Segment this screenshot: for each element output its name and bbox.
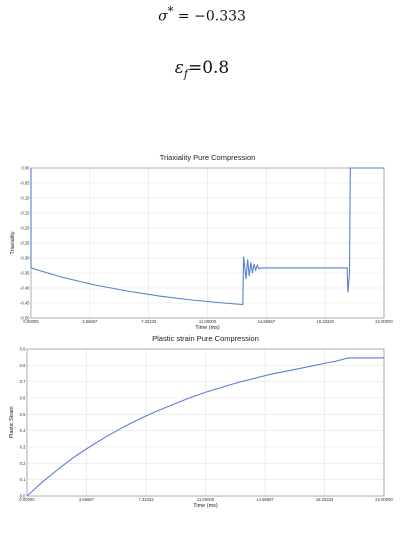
y-tick-label: -0.35 [20,271,30,276]
epsilon-subscript: f [183,67,188,81]
y-tick-label: 0.00 [21,166,30,171]
x-tick-label: 18.33333 [316,319,334,324]
sigma-symbol: σ [158,8,168,25]
x-tick-label: 14.66667 [256,497,274,502]
y-tick-label: -0.20 [20,226,30,231]
y-tick-label: -0.25 [20,241,30,246]
x-axis-label: Time (ms) [193,503,218,509]
x-tick-label: 11.00000 [197,497,215,502]
y-tick-label: 0.9 [20,347,26,352]
y-tick-label: 0.0 [20,494,26,499]
chart-title: Triaxiality Pure Compression [160,153,256,162]
y-tick-label: 0.2 [20,461,26,466]
y-tick-label: 0.5 [20,412,26,417]
triaxiality-chart: Triaxiality Pure Compression 0.00000 3.666… [10,153,393,331]
x-tick-label: 7.33333 [138,497,154,502]
x-tick-label: 22.00000 [375,319,393,324]
x-tick-label: 14.66667 [258,319,276,324]
y-axis-label: Triaxiality [10,231,16,254]
y-tick-label: -0.40 [20,286,30,291]
x-tick-label: 11.00000 [199,319,217,324]
y-tick-label: 0.4 [20,428,26,433]
y-tick-label: 0.7 [20,379,26,384]
epsilon-symbol: ε [174,58,184,78]
x-tick-label: 3.66667 [82,319,98,324]
y-tick-label: 0.6 [20,396,26,401]
plot-frame [26,348,385,497]
data-line [26,357,384,497]
epsilon-value: =0.8 [187,58,230,78]
x-tick-label: 18.33333 [316,497,334,502]
y-tick-label: -0.45 [20,301,30,306]
x-tick-label: 0.00000 [19,497,35,502]
y-tick-label: -0.50 [20,316,30,321]
y-axis-label: Plastic Strain [9,406,15,438]
y-tick-label: -0.15 [20,211,30,216]
plastic-strain-chart: Plastic strain Pure Compression 0.00000 3.… [9,334,393,509]
y-tick-label: -0.10 [20,196,30,201]
y-tick-label: -0.30 [20,256,30,261]
y-tick-label: 0.1 [20,477,26,482]
equation-triaxiality: σ* = −0.333 [0,4,404,25]
equation-failure-strain: εf=0.8 [0,58,404,80]
y-tick-label: 0.3 [20,445,26,450]
chart-title: Plastic strain Pure Compression [152,334,259,343]
y-tick-label: 0.8 [20,363,26,368]
x-axis-label: Time (ms) [195,325,220,331]
y-tick-label: -0.05 [20,181,30,186]
x-tick-label: 22.00000 [375,497,393,502]
x-tick-label: 0.00000 [23,319,39,324]
x-tick-label: 7.33333 [141,319,157,324]
data-line [30,167,384,306]
sigma-value: = −0.333 [173,8,246,25]
x-tick-label: 3.66667 [79,497,95,502]
sigma-star: * [167,4,174,18]
